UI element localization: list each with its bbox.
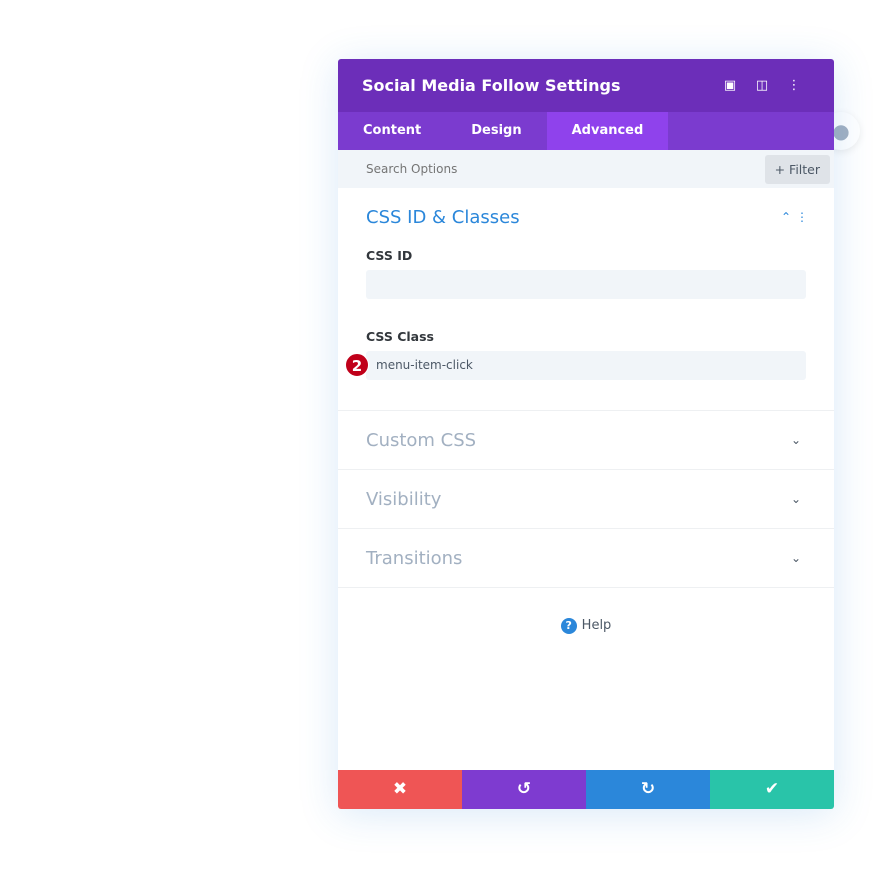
chevron-down-icon[interactable]: ⌄ bbox=[790, 551, 802, 565]
redo-button[interactable]: ↻ bbox=[586, 770, 710, 809]
tab-design[interactable]: Design bbox=[471, 123, 522, 138]
section-title: Custom CSS bbox=[366, 429, 477, 451]
section-transitions[interactable]: Transitions ⌄ bbox=[338, 529, 834, 588]
chevron-down-icon[interactable]: ⌄ bbox=[790, 492, 802, 506]
settings-modal: Social Media Follow Settings ▣ ◫ ⋮ Conte… bbox=[338, 59, 834, 809]
split-view-icon[interactable]: ◫ bbox=[755, 78, 769, 93]
modal-title: Social Media Follow Settings bbox=[362, 76, 621, 95]
help-icon: ? bbox=[560, 618, 577, 634]
filter-button[interactable]: + Filter bbox=[764, 154, 830, 184]
section-visibility[interactable]: Visibility ⌄ bbox=[338, 470, 834, 529]
cancel-button[interactable]: ✖ bbox=[338, 770, 462, 809]
help-link[interactable]: ? Help bbox=[338, 618, 834, 634]
modal-header: Social Media Follow Settings ▣ ◫ ⋮ bbox=[338, 59, 834, 112]
more-icon[interactable]: ⋮ bbox=[787, 78, 801, 93]
search-input[interactable] bbox=[366, 162, 765, 176]
step-badge: 2 bbox=[345, 353, 369, 377]
chevron-up-icon[interactable]: ⌃ bbox=[780, 210, 792, 224]
section-css-id-classes: CSS ID & Classes ⌃ ⋮ CSS ID CSS Class 2 … bbox=[338, 188, 834, 411]
save-button[interactable]: ✔ bbox=[710, 770, 834, 809]
section-header[interactable]: CSS ID & Classes ⌃ ⋮ bbox=[366, 188, 808, 246]
css-id-input[interactable] bbox=[366, 270, 806, 299]
css-class-value: menu-item-click bbox=[376, 358, 473, 372]
tab-advanced[interactable]: Advanced bbox=[546, 112, 669, 150]
css-id-label: CSS ID bbox=[366, 248, 413, 263]
search-bar: + Filter bbox=[338, 150, 834, 188]
section-title: Visibility bbox=[366, 488, 442, 510]
focus-icon[interactable]: ▣ bbox=[723, 78, 737, 93]
section-custom-css[interactable]: Custom CSS ⌄ bbox=[338, 411, 834, 470]
tab-content[interactable]: Content bbox=[363, 123, 422, 138]
section-title: Transitions bbox=[366, 547, 463, 569]
css-class-input[interactable]: 2 menu-item-click bbox=[345, 351, 806, 380]
section-title: CSS ID & Classes bbox=[366, 206, 520, 228]
chevron-down-icon[interactable]: ⌄ bbox=[790, 433, 802, 447]
help-label: Help bbox=[581, 618, 612, 633]
css-class-label: CSS Class bbox=[366, 329, 434, 344]
footer-actions: ✖ ↺ ↻ ✔ bbox=[338, 770, 834, 809]
more-icon[interactable]: ⋮ bbox=[796, 210, 808, 224]
undo-button[interactable]: ↺ bbox=[462, 770, 586, 809]
tab-bar: Content Design Advanced bbox=[338, 112, 834, 150]
